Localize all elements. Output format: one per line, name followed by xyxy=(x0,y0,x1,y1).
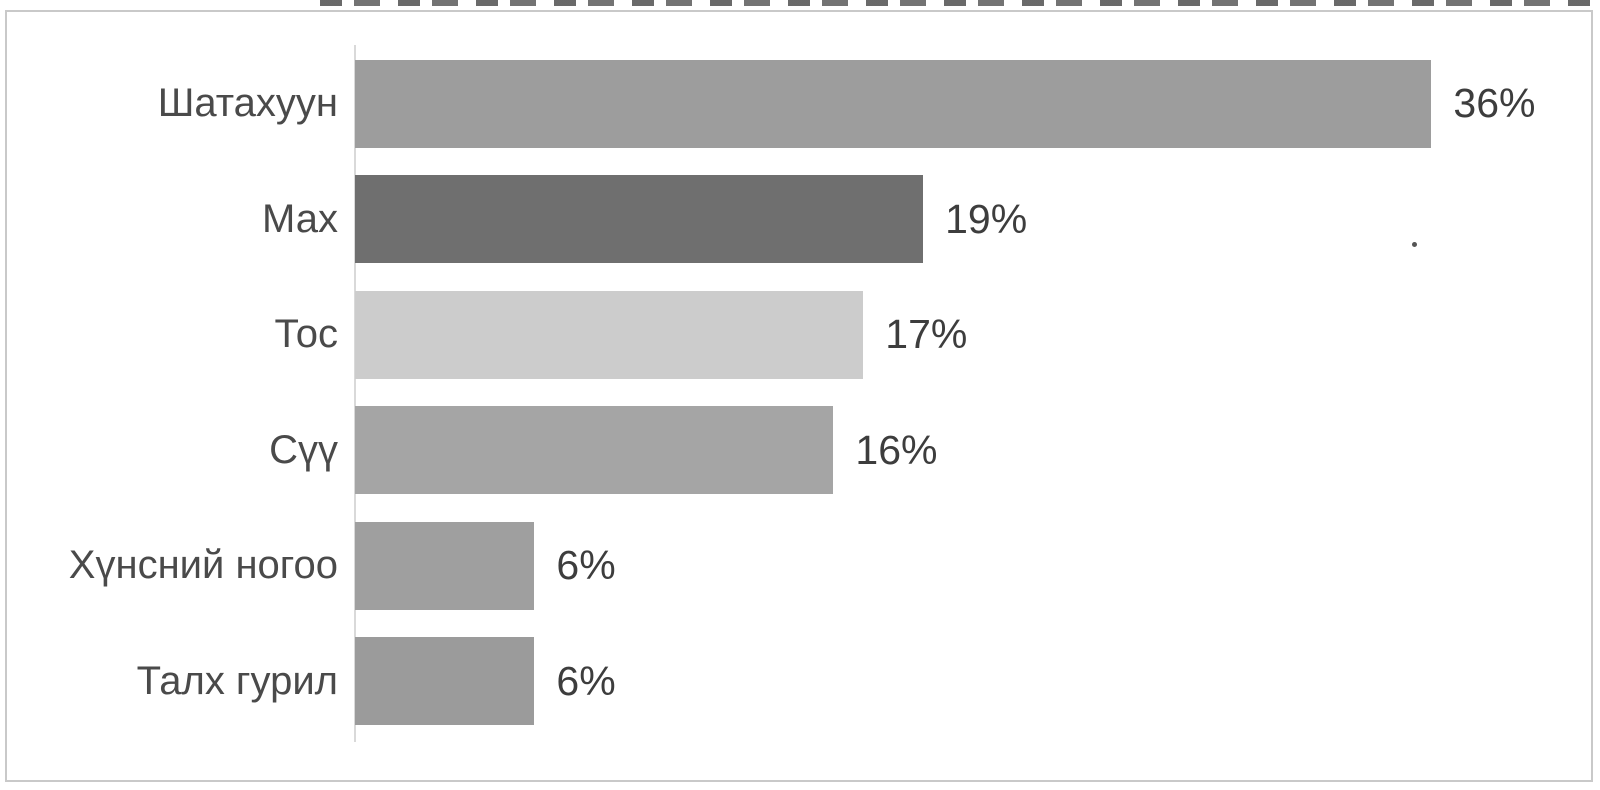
bar-row: Хүнсний ногоо 6% xyxy=(6,508,1594,624)
bar xyxy=(355,637,535,726)
bar-row: Талх гурил 6% xyxy=(6,624,1594,740)
bar xyxy=(355,521,535,610)
value-label: 6% xyxy=(556,542,616,589)
category-label: Тос xyxy=(274,312,338,357)
category-label: Шатахуун xyxy=(157,81,338,126)
bar-row: Сүү 16% xyxy=(6,393,1594,509)
value-label: 36% xyxy=(1453,80,1536,127)
category-label: Сүү xyxy=(269,427,338,472)
bar xyxy=(355,59,1432,148)
value-label: 19% xyxy=(945,195,1028,242)
category-label: Хүнсний ногоо xyxy=(68,543,338,588)
bar xyxy=(355,406,834,495)
bar-rows: Шатахуун 36% Мах 19% Тос 17% Сүү 16% Хүнсний ног… xyxy=(6,46,1594,739)
category-label: Талх гурил xyxy=(136,658,338,703)
category-axis-line xyxy=(354,45,356,742)
bar xyxy=(355,175,924,264)
bar-row: Мах 19% xyxy=(6,162,1594,278)
value-label: 16% xyxy=(855,426,938,473)
bar xyxy=(355,290,864,379)
value-label: 6% xyxy=(556,657,616,704)
top-scan-dash-artifact xyxy=(320,0,1600,6)
stray-dot-artifact xyxy=(1412,242,1417,247)
category-label: Мах xyxy=(261,196,338,241)
bar-row: Шатахуун 36% xyxy=(6,46,1594,162)
value-label: 17% xyxy=(885,311,968,358)
bar-row: Тос 17% xyxy=(6,277,1594,393)
